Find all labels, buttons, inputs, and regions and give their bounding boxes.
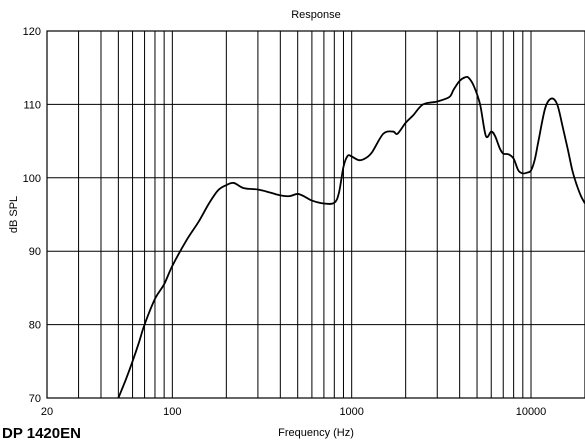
y-axis-ticks: 70 80 90 100 110 120: [23, 26, 41, 405]
y-tick-label: 90: [29, 246, 41, 258]
series-line: [117, 75, 585, 399]
x-tick-label: 20: [41, 406, 53, 418]
x-tick-label: 10000: [516, 406, 547, 418]
x-axis-label: Frequency (Hz): [278, 427, 354, 439]
grid: [47, 31, 585, 398]
y-tick-label: 80: [29, 320, 41, 332]
y-axis-label: dB SPL: [8, 196, 20, 233]
series-layer: [117, 75, 585, 399]
y-tick-label: 70: [29, 393, 41, 405]
x-axis-ticks: 20 100 1000 10000: [41, 406, 546, 418]
model-label: DP 1420EN: [2, 425, 81, 441]
y-tick-label: 120: [23, 26, 41, 38]
chart-title: Response: [291, 9, 341, 21]
x-tick-label: 100: [163, 406, 181, 418]
plot-frame: [46, 30, 585, 399]
x-tick-label: 1000: [339, 406, 363, 418]
y-tick-label: 110: [23, 99, 41, 111]
y-tick-label: 100: [23, 173, 41, 185]
